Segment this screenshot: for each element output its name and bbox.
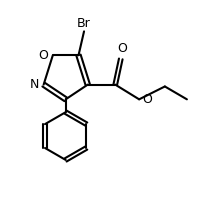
Text: O: O <box>142 93 152 106</box>
Text: O: O <box>38 49 48 62</box>
Text: N: N <box>30 78 39 91</box>
Text: O: O <box>117 42 127 55</box>
Text: Br: Br <box>77 16 91 29</box>
